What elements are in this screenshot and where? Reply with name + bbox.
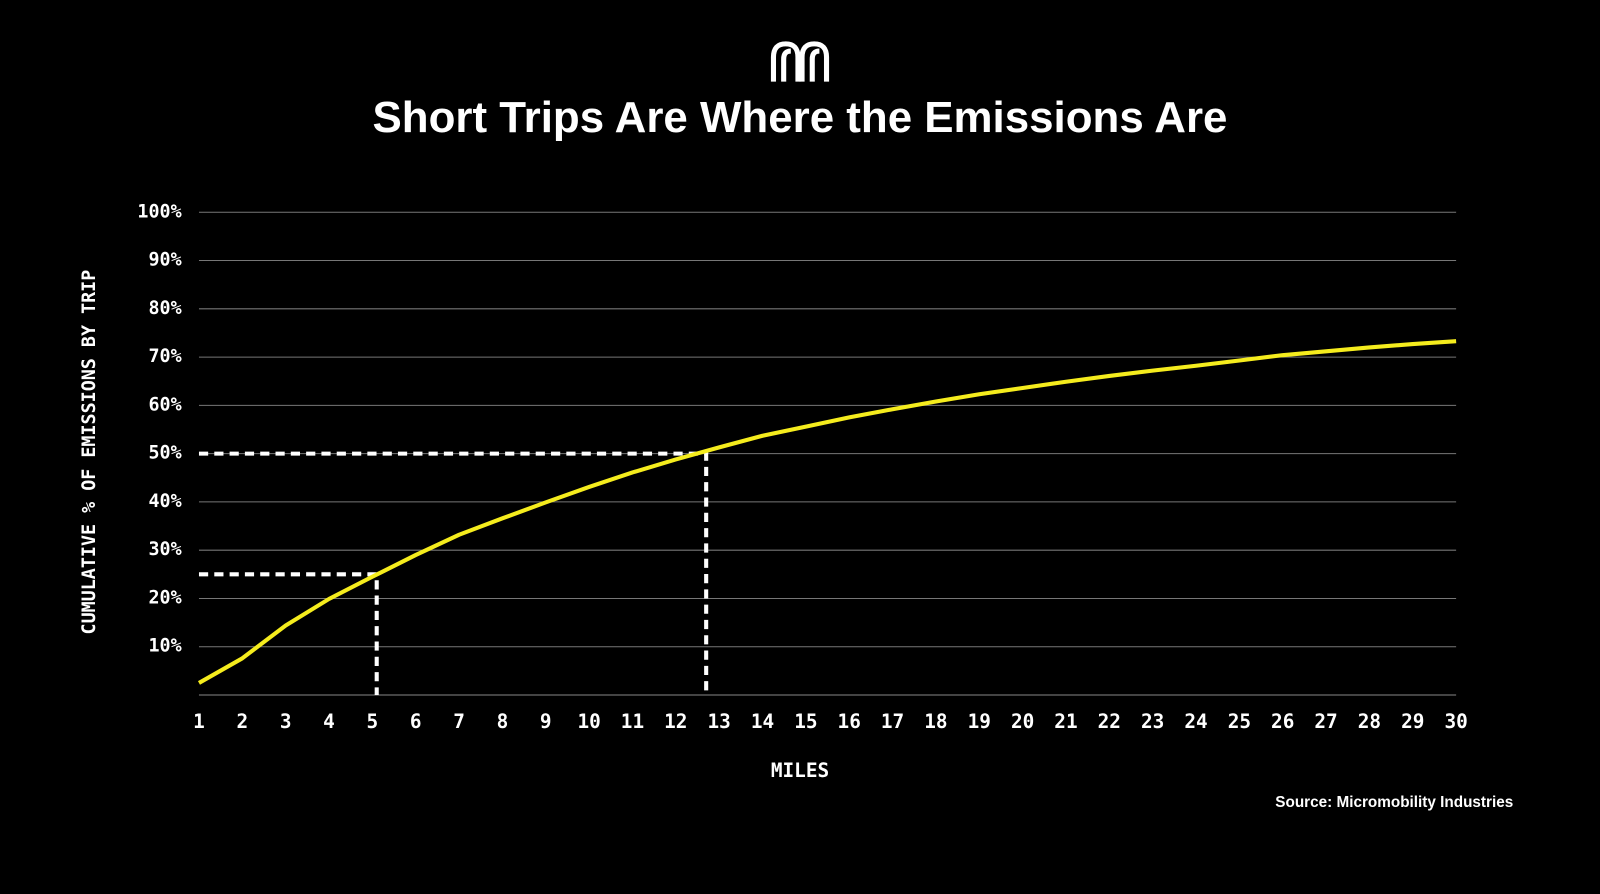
- data-line: [197, 339, 1457, 685]
- x-tick-label: 21: [1054, 710, 1077, 733]
- y-tick-label: 20%: [148, 587, 181, 608]
- y-tick-label: 10%: [148, 636, 181, 657]
- x-axis-label: MILES: [771, 759, 829, 782]
- y-tick-label: 70%: [148, 346, 181, 367]
- y-tick-label: 40%: [148, 491, 181, 512]
- x-tick-label: 30: [1444, 710, 1467, 733]
- chart-title: Short Trips Are Where the Emissions Are: [373, 93, 1228, 142]
- x-tick-label: 26: [1271, 710, 1294, 733]
- x-tick-label: 23: [1141, 710, 1164, 733]
- y-tick-label: 90%: [148, 250, 181, 271]
- x-tick-label: 22: [1098, 710, 1121, 733]
- x-tick-label: 18: [924, 710, 947, 733]
- x-tick-label: 8: [497, 710, 509, 733]
- y-tick-label: 80%: [148, 298, 181, 319]
- x-tick-label: 11: [621, 710, 644, 733]
- x-tick-label: 24: [1184, 710, 1207, 733]
- y-tick-label: 30%: [148, 539, 181, 560]
- x-tick-label: 19: [968, 710, 991, 733]
- x-tick-label: 10: [577, 710, 600, 733]
- x-tick-label: 3: [280, 710, 292, 733]
- x-tick-label: 27: [1314, 710, 1337, 733]
- x-tick-label: 9: [540, 710, 552, 733]
- x-tick-label: 6: [410, 710, 422, 733]
- x-tick-label: 15: [794, 710, 817, 733]
- x-tick-label: 5: [367, 710, 379, 733]
- x-tick-label: 17: [881, 710, 904, 733]
- x-tick-label: 13: [708, 710, 731, 733]
- x-tick-label: 16: [838, 710, 861, 733]
- y-tick-label: 60%: [148, 394, 181, 415]
- x-tick-label: 25: [1228, 710, 1251, 733]
- x-tick-label: 14: [751, 710, 774, 733]
- x-tick-label: 2: [236, 710, 248, 733]
- reference-line: [198, 451, 709, 695]
- x-tick-label: 28: [1358, 710, 1381, 733]
- y-tick-label: 100%: [137, 201, 181, 222]
- x-tick-label: 20: [1011, 710, 1034, 733]
- source: Source: Micromobility Industries: [1275, 794, 1513, 811]
- x-tick-label: 7: [453, 710, 465, 733]
- logo: [770, 41, 830, 82]
- x-tick-label: 12: [664, 710, 687, 733]
- y-axis-label: CUMULATIVE % OF EMISSIONS BY TRIP: [79, 270, 100, 635]
- y-tick-label: 50%: [148, 443, 181, 464]
- x-tick-label: 1: [193, 710, 205, 733]
- x-tick-label: 4: [323, 710, 335, 733]
- x-tick-label: 29: [1401, 710, 1424, 733]
